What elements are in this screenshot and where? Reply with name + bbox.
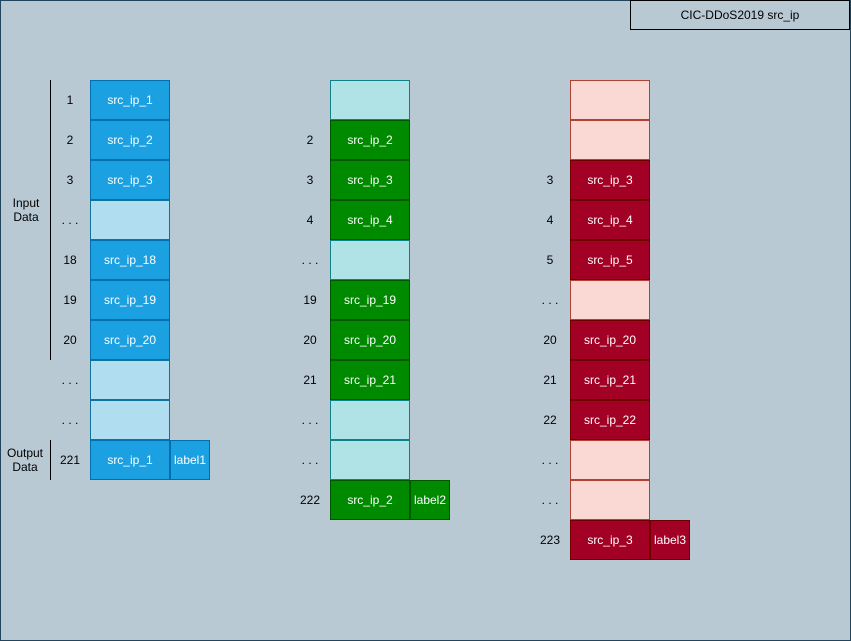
empty-cell [570,480,650,520]
output-data-bracket [50,440,51,480]
empty-cell [90,400,170,440]
src-ip-cell: src_ip_3 [570,520,650,560]
row-index: 222 [299,493,321,507]
empty-cell [570,80,650,120]
input-data-label: Input Data [12,196,40,224]
row-index: 3 [306,173,314,187]
row-index: 221 [59,453,81,467]
src-ip-cell: src_ip_20 [330,320,410,360]
src-ip-cell: src_ip_5 [570,240,650,280]
empty-cell [570,440,650,480]
src-ip-cell: src_ip_3 [330,160,410,200]
row-index: 5 [546,253,554,267]
src-ip-cell: src_ip_1 [90,440,170,480]
empty-cell [330,400,410,440]
row-index: . . . [301,253,319,267]
row-index: . . . [61,413,79,427]
row-index: 19 [63,293,77,307]
row-index: 4 [306,213,314,227]
src-ip-cell: src_ip_4 [570,200,650,240]
src-ip-cell: src_ip_4 [330,200,410,240]
row-index: . . . [541,493,559,507]
src-ip-cell: src_ip_20 [90,320,170,360]
row-index: 22 [543,413,557,427]
src-ip-cell: src_ip_19 [90,280,170,320]
src-ip-cell: src_ip_2 [330,120,410,160]
row-index: . . . [61,213,79,227]
row-index: . . . [541,453,559,467]
empty-cell [330,440,410,480]
row-index: 4 [546,213,554,227]
empty-cell [90,360,170,400]
empty-cell [570,280,650,320]
diagram-title: CIC-DDoS2019 src_ip [630,0,850,30]
src-ip-cell: src_ip_18 [90,240,170,280]
row-index: 18 [63,253,77,267]
row-index: 3 [546,173,554,187]
input-data-bracket [50,80,51,360]
src-ip-cell: src_ip_21 [570,360,650,400]
row-index: 20 [303,333,317,347]
empty-cell [330,80,410,120]
src-ip-cell: src_ip_2 [90,120,170,160]
row-index: 20 [543,333,557,347]
row-index: . . . [61,373,79,387]
label-cell: label1 [170,440,210,480]
row-index: 2 [306,133,314,147]
row-index: 223 [539,533,561,547]
src-ip-cell: src_ip_22 [570,400,650,440]
row-index: . . . [301,413,319,427]
src-ip-cell: src_ip_21 [330,360,410,400]
empty-cell [90,200,170,240]
src-ip-cell: src_ip_1 [90,80,170,120]
row-index: 1 [66,93,74,107]
row-index: . . . [541,293,559,307]
output-data-label: Output Data [6,446,44,474]
src-ip-cell: src_ip_20 [570,320,650,360]
label-cell: label3 [650,520,690,560]
label-cell: label2 [410,480,450,520]
row-index: 2 [66,133,74,147]
src-ip-cell: src_ip_2 [330,480,410,520]
src-ip-cell: src_ip_3 [90,160,170,200]
empty-cell [570,120,650,160]
src-ip-cell: src_ip_3 [570,160,650,200]
row-index: 21 [543,373,557,387]
row-index: 20 [63,333,77,347]
empty-cell [330,240,410,280]
src-ip-cell: src_ip_19 [330,280,410,320]
row-index: 19 [303,293,317,307]
row-index: 21 [303,373,317,387]
row-index: 3 [66,173,74,187]
row-index: . . . [301,453,319,467]
